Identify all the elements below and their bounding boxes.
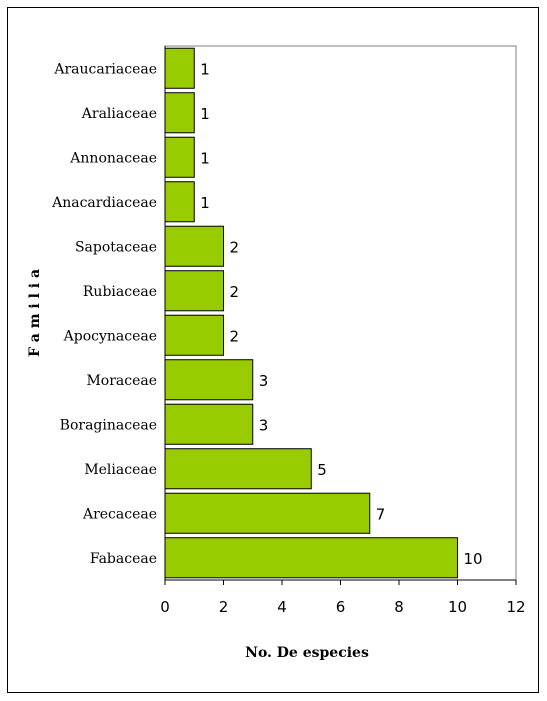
- category-label: Annonaceae: [69, 150, 157, 166]
- bar-boraginaceae: [164, 403, 254, 445]
- data-label: 1: [200, 60, 210, 78]
- x-tick-label: 4: [277, 598, 287, 616]
- y-axis-title: F a m i l i a: [27, 269, 43, 357]
- data-label: 5: [317, 461, 327, 479]
- bar-araliaceae: [164, 92, 195, 134]
- bar-moraceae: [164, 359, 254, 401]
- data-label: 3: [259, 372, 269, 390]
- category-label: Meliaceae: [84, 462, 157, 478]
- category-label: Araliaceae: [81, 106, 157, 122]
- data-label: 1: [200, 194, 210, 212]
- x-tick-label: 2: [219, 598, 229, 616]
- x-tick-label: 8: [394, 598, 404, 616]
- x-tick-label: 10: [448, 598, 467, 616]
- bar-fabaceae: [164, 537, 458, 579]
- bar-apocynaceae: [164, 314, 224, 356]
- data-label: 2: [230, 283, 240, 301]
- category-label: Arecaceae: [82, 506, 157, 522]
- bar-arecaceae: [164, 492, 371, 534]
- bar-rubiaceae: [164, 270, 224, 312]
- x-tick-label: 12: [506, 598, 525, 616]
- data-label: 3: [259, 416, 269, 434]
- category-label: Araucariaceae: [53, 61, 157, 77]
- bar-meliaceae: [164, 448, 312, 490]
- bar-annonaceae: [164, 136, 195, 178]
- category-label: Anacardiaceae: [51, 195, 157, 211]
- x-tick-label: 0: [160, 598, 170, 616]
- bar-anacardiaceae: [164, 181, 195, 223]
- category-label: Sapotaceae: [75, 239, 157, 255]
- x-axis-title: No. De especies: [245, 645, 369, 661]
- category-label: Boraginaceae: [60, 417, 157, 433]
- category-label: Fabaceae: [90, 551, 157, 567]
- data-label: 10: [464, 550, 483, 568]
- plot-area: [164, 45, 517, 581]
- bar-araucariaceae: [164, 47, 195, 89]
- bar-sapotaceae: [164, 225, 224, 267]
- data-label: 7: [376, 505, 386, 523]
- x-tick-label: 6: [336, 598, 346, 616]
- category-label: Apocynaceae: [63, 328, 157, 344]
- data-label: 1: [200, 149, 210, 167]
- data-label: 2: [230, 238, 240, 256]
- category-label: Moraceae: [86, 373, 157, 389]
- data-label: 2: [230, 327, 240, 345]
- data-label: 1: [200, 105, 210, 123]
- category-label: Rubiaceae: [83, 284, 157, 300]
